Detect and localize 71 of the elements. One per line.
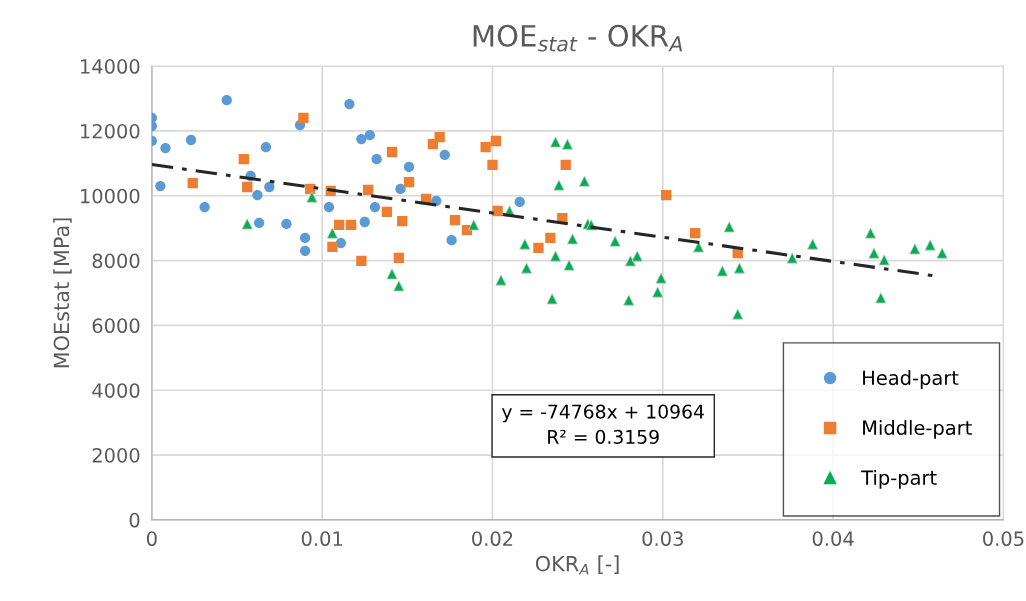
y-tick-label: 6000 <box>92 318 140 334</box>
legend-label: Head-part <box>863 370 959 389</box>
point <box>356 133 367 145</box>
y-tick-label: 14000 <box>81 59 140 74</box>
point <box>395 183 406 195</box>
point <box>369 201 381 213</box>
y-tick-label: 2000 <box>92 448 140 463</box>
point <box>371 153 382 165</box>
point <box>242 181 253 193</box>
point <box>545 232 556 244</box>
point <box>254 217 265 229</box>
point <box>393 252 404 264</box>
point <box>363 184 374 196</box>
x-tick-label: 0.05 <box>983 531 1024 547</box>
point <box>480 141 491 153</box>
point <box>334 219 345 231</box>
point <box>386 146 398 158</box>
point <box>446 235 457 246</box>
x-tick-label: 0.02 <box>472 531 513 547</box>
annotation: R² = 0.3159 <box>548 429 659 444</box>
point <box>160 142 171 154</box>
x-tick-label: 0.01 <box>301 531 343 547</box>
x-axis-title: OKR$_{A}$ [-] <box>535 555 619 575</box>
x-tick-label: 0.04 <box>812 531 854 547</box>
y-tick-label: 0 <box>129 512 140 528</box>
point <box>533 242 544 254</box>
y-tick-label: 12000 <box>81 123 140 139</box>
y-tick-label: 4000 <box>92 383 140 398</box>
chart-title: MOE$_{stat}$ - OKR$_{A}$ <box>473 24 682 52</box>
point <box>356 255 367 267</box>
point <box>690 227 701 239</box>
point <box>434 131 445 143</box>
point <box>199 201 210 213</box>
point <box>492 205 503 217</box>
point <box>238 153 249 165</box>
point <box>661 189 672 201</box>
point <box>155 180 166 192</box>
annotation: y = -74768x + 10964 <box>501 404 704 423</box>
point <box>299 245 311 256</box>
point <box>490 135 502 147</box>
y-axis-title: MOEstat [MPa] <box>53 218 72 368</box>
point <box>281 218 292 230</box>
point <box>345 219 357 231</box>
point <box>359 216 370 228</box>
point <box>397 215 408 227</box>
point <box>264 181 275 193</box>
point <box>514 196 525 208</box>
y-tick-label: 10000 <box>81 188 140 204</box>
point <box>560 159 571 171</box>
legend-label: Middle-part <box>863 420 972 439</box>
y-tick-label: 8000 <box>92 253 140 269</box>
point <box>439 149 450 161</box>
point <box>252 189 263 201</box>
point <box>260 141 272 153</box>
point <box>221 94 232 106</box>
point <box>187 177 198 189</box>
point <box>299 232 311 244</box>
point <box>344 98 355 110</box>
point <box>487 159 498 171</box>
x-tick-label: 0 <box>146 531 157 547</box>
point <box>364 130 375 141</box>
point <box>323 201 335 213</box>
point <box>298 112 309 124</box>
legend-label: Tip-part <box>861 469 937 489</box>
point <box>449 214 461 226</box>
point <box>327 241 338 253</box>
point <box>381 206 393 218</box>
x-tick-label: 0.03 <box>642 531 683 547</box>
point <box>185 134 197 146</box>
point <box>403 176 415 188</box>
point <box>403 161 415 173</box>
